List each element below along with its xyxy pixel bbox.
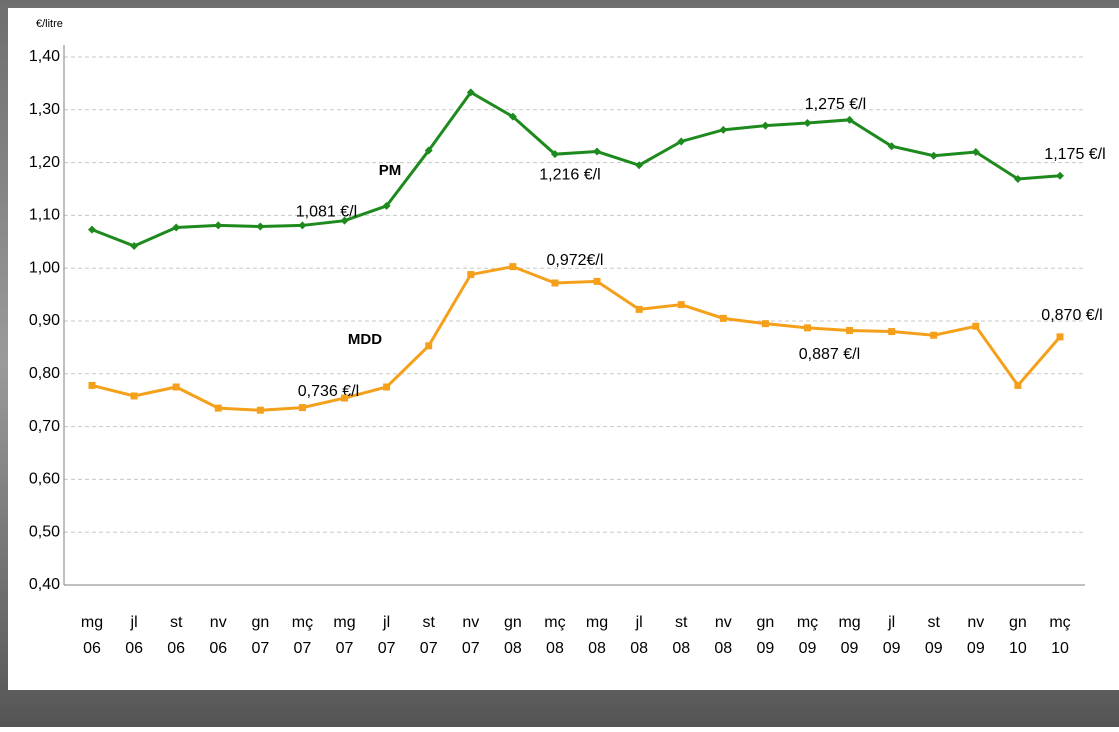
marker: [257, 407, 264, 414]
x-tick-label: 09: [967, 640, 985, 657]
x-tick-label: gn: [1009, 614, 1027, 631]
x-tick-label: st: [422, 614, 435, 631]
x-tick-label: 06: [125, 640, 143, 657]
x-tick-label: 09: [925, 640, 943, 657]
marker: [89, 382, 96, 389]
y-tick-label: 1,20: [29, 154, 60, 171]
marker: [762, 320, 769, 327]
marker: [930, 332, 937, 339]
y-tick-label: 0,40: [29, 576, 60, 593]
marker: [888, 328, 895, 335]
x-tick-label: mg: [586, 614, 608, 631]
x-tick-label: mç: [1049, 614, 1070, 631]
y-tick-label: 0,90: [29, 312, 60, 329]
y-tick-label: 1,00: [29, 259, 60, 276]
marker: [1057, 333, 1064, 340]
x-tick-label: 07: [378, 640, 396, 657]
x-tick-label: 10: [1009, 640, 1027, 657]
x-tick-label: st: [928, 614, 941, 631]
x-tick-label: 08: [714, 640, 732, 657]
x-tick-label: 07: [251, 640, 269, 657]
data-label: 0,870 €/l: [1041, 307, 1102, 324]
data-label: 1,175 €/l: [1044, 146, 1105, 163]
x-tick-label: jl: [635, 614, 643, 631]
marker: [972, 323, 979, 330]
x-tick-label: nv: [967, 614, 984, 631]
y-tick-label: 0,80: [29, 365, 60, 382]
x-tick-label: mç: [797, 614, 818, 631]
marker: [383, 384, 390, 391]
x-tick-label: nv: [462, 614, 479, 631]
series-name: PM: [379, 162, 402, 179]
x-tick-label: 08: [672, 640, 690, 657]
x-tick-label: 08: [546, 640, 564, 657]
marker: [173, 384, 180, 391]
x-tick-label: mg: [333, 614, 355, 631]
chart: €/litre 0,40 0,50 0,60 0,70 0,80 0,90 1,00 1,10…: [0, 0, 1119, 727]
x-tick-label: 07: [420, 640, 438, 657]
marker: [1014, 382, 1021, 389]
x-tick-label: jl: [887, 614, 895, 631]
x-tick-label: nv: [715, 614, 732, 631]
x-tick-label: 06: [83, 640, 101, 657]
marker: [341, 395, 348, 402]
x-tick-label: 09: [841, 640, 859, 657]
marker: [594, 278, 601, 285]
x-tick-label: mç: [292, 614, 313, 631]
y-tick-label: 1,30: [29, 101, 60, 118]
x-tick-label: 09: [883, 640, 901, 657]
x-tick-label: 09: [799, 640, 817, 657]
data-label: 0,736 €/l: [298, 383, 359, 400]
x-tick-label: gn: [251, 614, 269, 631]
marker: [131, 392, 138, 399]
marker: [678, 301, 685, 308]
data-label: 0,887 €/l: [799, 346, 860, 363]
x-tick-label: 09: [756, 640, 774, 657]
x-tick-label: nv: [210, 614, 227, 631]
x-tick-label: gn: [756, 614, 774, 631]
marker: [551, 279, 558, 286]
x-tick-label: mg: [838, 614, 860, 631]
x-tick-label: gn: [504, 614, 522, 631]
x-tick-label: 06: [209, 640, 227, 657]
y-unit: €/litre: [36, 18, 63, 30]
y-tick-label: 0,50: [29, 523, 60, 540]
marker: [509, 263, 516, 270]
y-tick-label: 1,40: [29, 48, 60, 65]
x-tick-label: 07: [462, 640, 480, 657]
x-tick-label: st: [170, 614, 183, 631]
x-tick-label: 08: [588, 640, 606, 657]
series-name: MDD: [348, 331, 382, 348]
marker: [467, 271, 474, 278]
x-tick-label: jl: [130, 614, 138, 631]
marker: [804, 324, 811, 331]
x-tick-label: mg: [81, 614, 103, 631]
x-tick-label: 07: [294, 640, 312, 657]
x-tick-label: 10: [1051, 640, 1069, 657]
x-tick-label: jl: [382, 614, 390, 631]
x-tick-label: mç: [544, 614, 565, 631]
x-tick-label: st: [675, 614, 688, 631]
data-label: 1,081 €/l: [296, 204, 357, 221]
data-label: 1,216 €/l: [539, 166, 600, 183]
marker: [720, 315, 727, 322]
data-label: 0,972€/l: [546, 252, 603, 269]
x-tick-label: 07: [336, 640, 354, 657]
marker: [846, 327, 853, 334]
y-tick-label: 0,70: [29, 418, 60, 435]
marker: [636, 306, 643, 313]
data-label: 1,275 €/l: [805, 96, 866, 113]
x-tick-label: 06: [167, 640, 185, 657]
marker: [299, 404, 306, 411]
y-tick-label: 0,60: [29, 471, 60, 488]
marker: [215, 405, 222, 412]
marker: [425, 342, 432, 349]
x-tick-label: 08: [630, 640, 648, 657]
x-tick-label: 08: [504, 640, 522, 657]
y-tick-label: 1,10: [29, 207, 60, 224]
